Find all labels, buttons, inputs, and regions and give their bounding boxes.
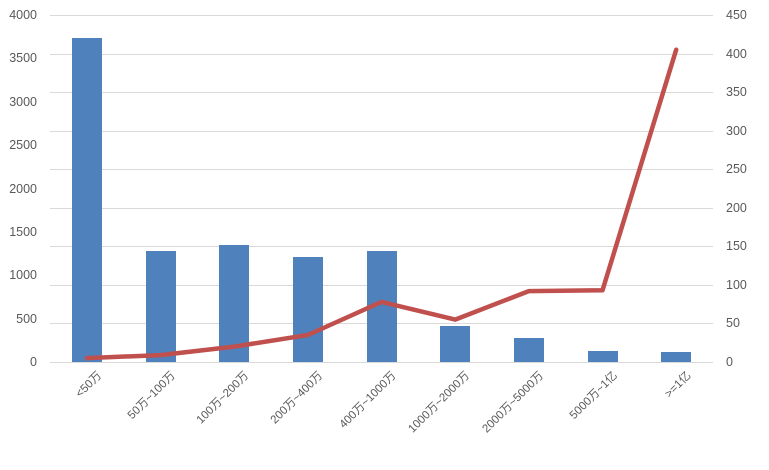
- left-axis-tick-label: 3000: [9, 94, 37, 109]
- gridline: [50, 92, 713, 94]
- gridline: [50, 130, 713, 132]
- bar: [661, 352, 692, 362]
- bar: [71, 38, 102, 362]
- right-axis-tick-label: 150: [726, 239, 747, 254]
- right-axis-tick-label: 400: [726, 46, 747, 61]
- gridline: [50, 362, 713, 363]
- left-axis-tick-label: 3500: [9, 51, 37, 66]
- x-axis-tick-label: >=1亿: [662, 369, 694, 401]
- left-axis-tick-label: 2500: [9, 138, 37, 153]
- line-series-layer: [84, 47, 679, 361]
- x-axis-tick-label: 200万~400万: [268, 369, 326, 427]
- x-axis-tick-label: 100万~200万: [194, 369, 252, 427]
- bar: [219, 244, 250, 362]
- left-axis-tick-label: 500: [16, 311, 37, 326]
- x-axis-tick-label: 1000万~2000万: [406, 369, 473, 436]
- right-axis-tick-label: 0: [726, 355, 733, 369]
- left-axis-tick-label: 1000: [9, 268, 37, 283]
- left-axis-tick-label: 0: [30, 355, 37, 369]
- right-axis-tick-label: 200: [726, 200, 747, 215]
- x-axis-tick-label: 50万~100万: [125, 369, 178, 422]
- gridline: [50, 15, 713, 16]
- right-axis-tick-label: 50: [726, 316, 740, 331]
- right-axis-tick-label: 450: [726, 8, 747, 22]
- x-axis-tick-label: 2000万~5000万: [480, 369, 547, 436]
- left-axis-tick-label: 1500: [9, 224, 37, 239]
- left-axis-tick-label: 2000: [9, 181, 37, 196]
- gridline: [50, 246, 713, 248]
- x-axis-tick-label: 5000万~1亿: [567, 369, 620, 422]
- bar: [587, 351, 618, 362]
- plot-area: [50, 15, 713, 363]
- line-path: [84, 47, 679, 361]
- x-axis-tick-label: 400万~1000万: [337, 369, 399, 431]
- x-axis-tick-label: <50万: [73, 369, 105, 401]
- right-axis-tick-label: 100: [726, 277, 747, 292]
- bar: [145, 250, 176, 362]
- left-axis-tick-label: 4000: [9, 8, 37, 22]
- gridline: [50, 169, 713, 171]
- gridline: [50, 207, 713, 209]
- bar: [513, 337, 544, 362]
- bar: [292, 257, 323, 362]
- bar: [440, 326, 471, 362]
- gridline: [50, 53, 713, 55]
- right-axis-tick-label: 300: [726, 123, 747, 138]
- right-axis-tick-label: 350: [726, 85, 747, 100]
- right-axis-tick-label: 250: [726, 162, 747, 177]
